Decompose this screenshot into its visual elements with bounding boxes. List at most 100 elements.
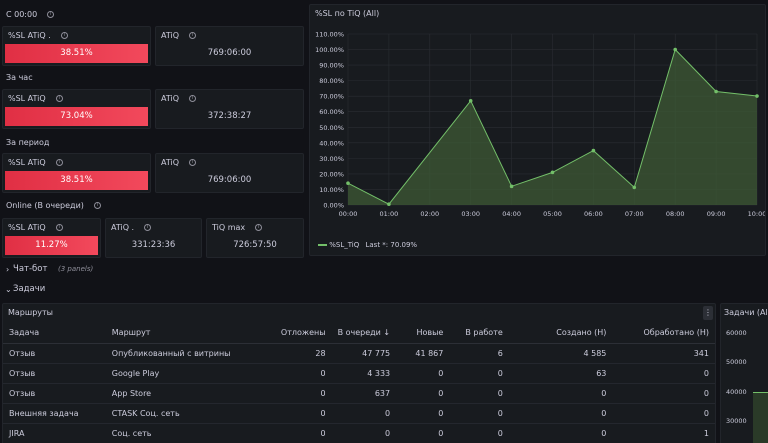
panel-title: TiQ max <box>212 223 246 232</box>
stat-panel-atiq-today: ATiQ i 769:06:00 <box>155 26 304 66</box>
panel-title: %SL ATiQ <box>8 94 46 103</box>
table-cell: 41 867 <box>396 343 450 364</box>
stat-value: 372:38:27 <box>207 111 252 121</box>
table-cell: 63 <box>508 363 613 384</box>
stat-value: 769:06:00 <box>207 175 252 185</box>
info-icon[interactable]: i <box>144 224 152 231</box>
stat-value: 38.51% <box>5 171 148 190</box>
data-point <box>468 99 473 103</box>
table-cell: 0 <box>449 423 509 443</box>
stat-value: 38.51% <box>5 44 148 63</box>
series-area <box>348 49 757 205</box>
table-cell: Внешняя задача <box>3 403 106 424</box>
panel-title: ATiQ <box>161 94 180 103</box>
info-icon[interactable]: i <box>55 159 63 166</box>
row-title: Чат-бот <box>13 264 48 274</box>
table-cell: CTASK Соц. сеть <box>105 403 272 424</box>
panel-title: ATiQ <box>161 31 180 40</box>
chart-title: %SL по TiQ (All) <box>315 9 380 18</box>
table-cell: 0 <box>612 383 715 404</box>
data-point <box>509 184 514 189</box>
tasks-all-chart-panel: Задачи (All) 60000 50000 40000 30000 <box>720 303 768 443</box>
data-point <box>387 202 391 207</box>
x-tick-label: 06:00 <box>584 210 603 218</box>
table-cell: 341 <box>612 343 715 364</box>
info-icon[interactable]: i <box>55 224 63 231</box>
x-tick-label: 00:00 <box>339 210 358 218</box>
data-point <box>673 47 677 52</box>
row-chatbot[interactable]: › Чат-бот (3 panels) <box>0 261 768 281</box>
info-icon[interactable]: i <box>60 32 68 39</box>
table-cell: 637 <box>331 383 397 404</box>
data-point <box>755 94 759 98</box>
table-cell: Отзыв <box>3 383 106 404</box>
table-cell: 0 <box>449 403 509 424</box>
table-cell: Опубликованный с витрины <box>105 343 272 364</box>
table-cell: 0 <box>449 383 509 404</box>
table-cell: Соц. сеть <box>105 423 272 443</box>
series-line <box>347 48 758 205</box>
info-icon[interactable]: i <box>189 95 197 102</box>
column-header[interactable]: Обработано (Н) <box>612 323 715 344</box>
stat-panel-tiq-max: TiQ max i 726:57:50 <box>206 218 304 258</box>
stat-panel-sl-atiq-hour: %SL ATiQ i 73.04% <box>2 89 151 129</box>
column-header[interactable]: В очереди ↓ <box>331 323 397 344</box>
row-tasks[interactable]: ⌄ Задачи <box>0 281 768 301</box>
column-header[interactable]: Маршрут <box>105 323 272 344</box>
panel-menu-icon[interactable]: ⋮ <box>703 306 713 320</box>
y-tick-label: 20.00% <box>319 170 344 178</box>
table-row[interactable]: Отзыв Google Play 0 4 333 0 0 63 0 <box>3 363 715 384</box>
panel-title: ATiQ . <box>111 223 135 232</box>
column-header[interactable]: В работе <box>449 323 509 344</box>
y-tick-label: 60000 <box>726 329 747 337</box>
sl-tiq-chart[interactable]: 0.00% 10.00% 20.00% 30.00% 40.00% 50.00% 60.00… <box>310 5 765 255</box>
section-label-last-hour: За час <box>6 73 33 82</box>
table-row[interactable]: Внешняя задача CTASK Соц. сеть 0 0 0 0 0 0 <box>3 403 715 424</box>
info-icon[interactable]: i <box>55 95 63 102</box>
routes-table-panel: Маршруты ⋮ Задача Маршрут Отложены В очеред… <box>2 303 716 443</box>
legend-swatch <box>318 244 327 246</box>
chart-legend[interactable]: %SL_TiQ Last *: 70.09% <box>318 241 417 249</box>
info-icon[interactable]: i <box>255 224 263 231</box>
data-point <box>550 170 555 175</box>
table-cell: 0 <box>508 423 613 443</box>
y-tick-label: 30000 <box>726 417 747 425</box>
table-cell: 47 775 <box>331 343 397 364</box>
column-header[interactable]: Отложены <box>271 323 332 344</box>
x-tick-label: 08:00 <box>666 210 685 218</box>
table-row[interactable]: Отзыв App Store 0 637 0 0 0 0 <box>3 383 715 404</box>
column-header[interactable]: Задача <box>3 323 106 344</box>
table-cell: 0 <box>449 363 509 384</box>
y-tick-label: 110.00% <box>315 31 344 39</box>
info-icon[interactable]: i <box>189 159 197 166</box>
chevron-down-icon[interactable]: ⌄ <box>5 285 12 294</box>
stat-value: 769:06:00 <box>207 48 252 58</box>
panel-title: %SL ATiQ . <box>8 31 51 40</box>
column-header[interactable]: Создано (Н) <box>508 323 613 344</box>
table-cell: App Store <box>105 383 272 404</box>
stat-value: 11.27% <box>5 236 98 255</box>
y-tick-label: 80.00% <box>319 77 344 85</box>
y-tick-label: 50000 <box>726 358 747 366</box>
legend-last-value: Last *: 70.09% <box>365 241 418 249</box>
table-cell: Отзыв <box>3 343 106 364</box>
info-icon[interactable]: i <box>93 202 101 209</box>
table-cell: Google Play <box>105 363 272 384</box>
table-cell: 0 <box>396 383 450 404</box>
data-point <box>591 148 596 153</box>
table-cell: 0 <box>271 403 332 424</box>
data-point <box>632 185 637 190</box>
chevron-right-icon[interactable]: › <box>6 265 10 274</box>
table-row[interactable]: Отзыв Опубликованный с витрины 28 47 775 41 … <box>3 343 715 364</box>
column-header[interactable]: Новые <box>396 323 450 344</box>
info-icon[interactable]: i <box>189 32 197 39</box>
table-cell: 0 <box>271 383 332 404</box>
x-tick-label: 07:00 <box>625 210 644 218</box>
table-cell: JIRA <box>3 423 106 443</box>
info-icon[interactable]: i <box>47 11 55 18</box>
series-area <box>753 393 768 443</box>
table-row[interactable]: JIRA Соц. сеть 0 0 0 0 0 1 <box>3 423 715 443</box>
y-tick-label: 40.00% <box>319 139 344 147</box>
section-label-since-midnight: С 00:00 i <box>6 10 55 19</box>
row-title: Задачи <box>13 284 46 294</box>
